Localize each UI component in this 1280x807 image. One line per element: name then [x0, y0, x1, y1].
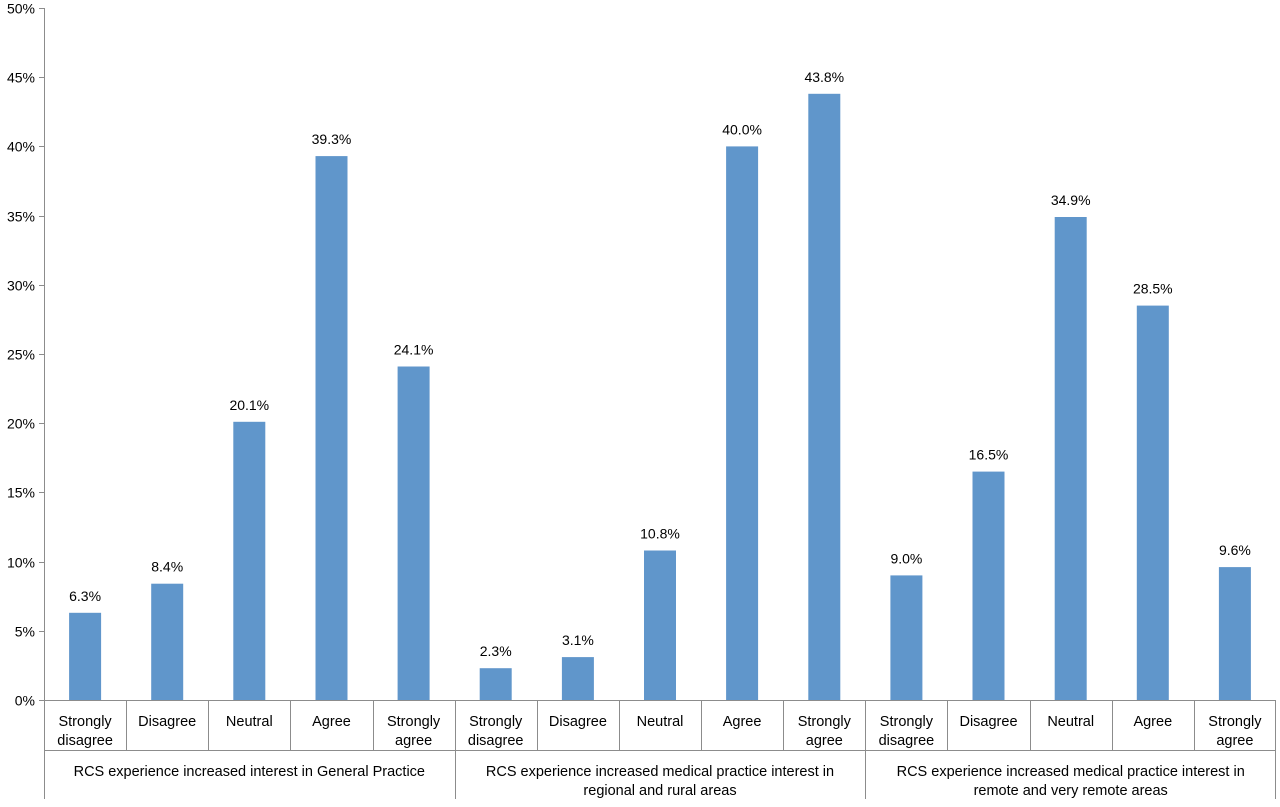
category-label-line: agree	[395, 733, 432, 749]
data-label: 34.9%	[1051, 192, 1091, 208]
category-label: Strongly disagree	[468, 714, 524, 749]
data-label: 43.8%	[804, 69, 844, 85]
data-label: 8.4%	[151, 559, 183, 575]
data-label: 9.6%	[1219, 542, 1251, 558]
bar	[890, 575, 923, 700]
category-label-line: disagree	[468, 733, 524, 749]
bar	[151, 583, 184, 700]
category-label: Strongly agree	[1208, 714, 1262, 749]
category-label: Strongly agree	[387, 714, 441, 749]
data-label: 20.1%	[229, 397, 269, 413]
y-tick-label: 10%	[7, 555, 35, 571]
category-label: Neutral	[226, 714, 273, 730]
group-label-line: RCS experience increased medical practic…	[486, 764, 834, 780]
y-tick-label: 5%	[15, 624, 35, 640]
y-tick-label: 25%	[7, 347, 35, 363]
category-label: Agree	[312, 714, 351, 730]
y-tick-label: 15%	[7, 485, 35, 501]
group-label-line: regional and rural areas	[583, 783, 736, 799]
y-tick-label: 20%	[7, 416, 35, 432]
y-tick-label: 50%	[7, 1, 35, 17]
group-label-line: remote and very remote areas	[974, 783, 1168, 799]
category-label-line: Strongly	[469, 714, 523, 730]
bar	[69, 612, 102, 700]
group-label: RCS experience increased medical practic…	[486, 764, 834, 799]
category-label-line: agree	[806, 733, 843, 749]
data-label: 3.1%	[562, 632, 594, 648]
y-tick-label: 40%	[7, 139, 35, 155]
data-label: 2.3%	[480, 643, 512, 659]
data-label: 40.0%	[722, 121, 762, 137]
category-label-line: Strongly	[1208, 714, 1262, 730]
category-label: Neutral	[1047, 714, 1094, 730]
data-label: 28.5%	[1133, 281, 1173, 297]
bar	[972, 471, 1005, 700]
bar	[726, 146, 759, 700]
category-label: Agree	[1133, 714, 1172, 730]
category-label-line: Strongly	[58, 714, 112, 730]
category-label: Strongly disagree	[57, 714, 113, 749]
y-tick-label: 0%	[15, 693, 35, 709]
bar	[233, 421, 266, 700]
category-label: Disagree	[138, 714, 196, 730]
data-label: 10.8%	[640, 526, 680, 542]
bar	[1218, 567, 1251, 700]
category-label-line: disagree	[879, 733, 935, 749]
bar	[397, 366, 430, 700]
bar	[315, 156, 348, 701]
category-label-line: Strongly	[880, 714, 934, 730]
bar	[808, 93, 841, 701]
y-tick-label: 45%	[7, 70, 35, 86]
data-label: 39.3%	[312, 131, 352, 147]
category-label: Agree	[723, 714, 762, 730]
bar	[479, 668, 512, 700]
category-label: Disagree	[549, 714, 607, 730]
data-label: 16.5%	[969, 447, 1009, 463]
bar	[644, 550, 676, 700]
category-label: Strongly agree	[798, 714, 852, 749]
category-label-line: Strongly	[798, 714, 852, 730]
category-label: Disagree	[959, 714, 1017, 730]
data-label: 24.1%	[394, 342, 434, 358]
bar	[1136, 305, 1169, 700]
category-label-line: agree	[1216, 733, 1253, 749]
group-label-line: RCS experience increased medical practic…	[897, 764, 1245, 780]
data-label: 9.0%	[890, 550, 922, 566]
category-label: Neutral	[637, 714, 684, 730]
category-label-line: Strongly	[387, 714, 441, 730]
category-label: Strongly disagree	[879, 714, 935, 749]
data-label: 6.3%	[69, 588, 101, 604]
bar	[1054, 217, 1087, 700]
group-label: RCS experience increased interest in Gen…	[74, 764, 425, 780]
category-label-line: disagree	[57, 733, 113, 749]
y-tick-label: 30%	[7, 278, 35, 294]
group-label: RCS experience increased medical practic…	[897, 764, 1245, 799]
bar	[561, 657, 594, 700]
y-tick-label: 35%	[7, 209, 35, 225]
